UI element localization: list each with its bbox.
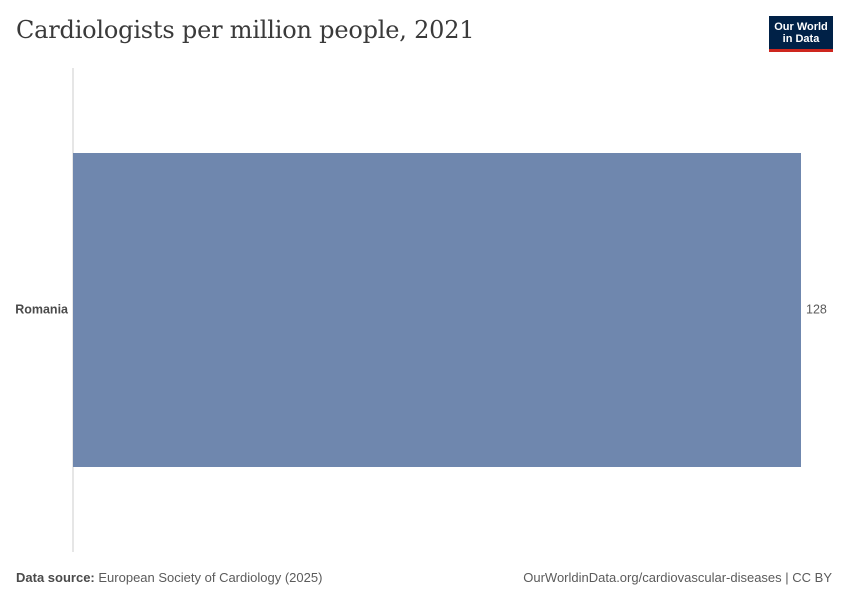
data-source-text[interactable]: European Society of Cardiology (2025)	[98, 570, 323, 585]
value-label: 128	[806, 302, 827, 316]
data-source: Data source: European Society of Cardiol…	[16, 570, 322, 585]
category-label: Romania	[15, 302, 69, 316]
bar-romania[interactable]	[73, 153, 801, 467]
logo-line-1: Our World	[774, 21, 828, 33]
data-source-label: Data source:	[16, 570, 95, 585]
source-url[interactable]: OurWorldinData.org/cardiovascular-diseas…	[523, 570, 832, 585]
logo-line-2: in Data	[782, 33, 820, 45]
owid-logo[interactable]: Our World in Data	[769, 16, 833, 52]
chart-title: Cardiologists per million people, 2021	[16, 16, 475, 44]
